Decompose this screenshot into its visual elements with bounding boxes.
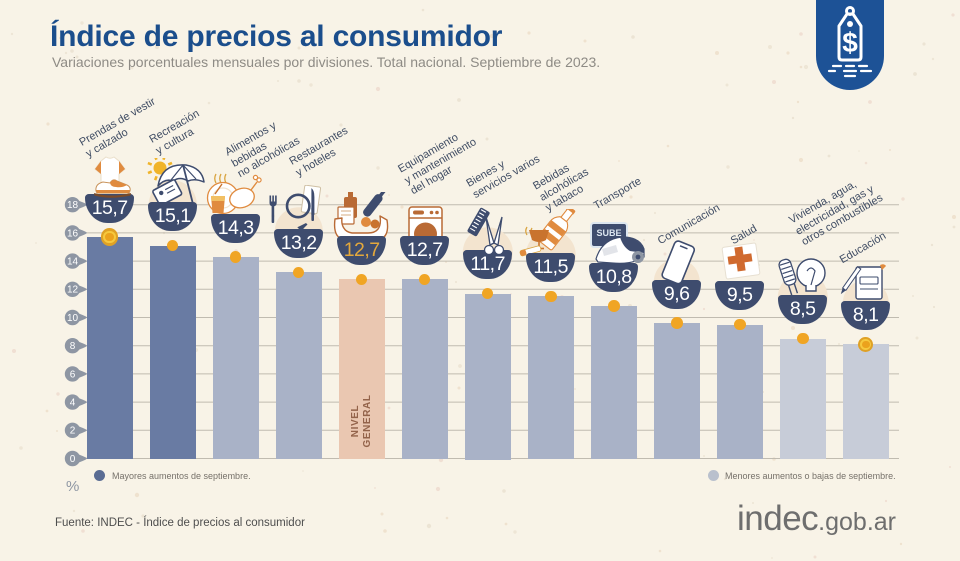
svg-text:$: $ — [842, 27, 858, 58]
svg-text:16: 16 — [67, 228, 79, 239]
svg-text:18: 18 — [67, 200, 79, 211]
svg-text:4: 4 — [70, 398, 76, 409]
svg-text:2: 2 — [70, 426, 76, 437]
svg-text:8: 8 — [70, 341, 76, 352]
svg-text:10: 10 — [67, 313, 79, 324]
svg-text:0: 0 — [70, 454, 76, 465]
svg-text:6: 6 — [70, 369, 76, 380]
svg-text:14: 14 — [67, 257, 79, 268]
svg-text:12: 12 — [67, 285, 79, 296]
svg-text:SUBE: SUBE — [596, 228, 621, 238]
svg-text:%: % — [66, 478, 79, 495]
